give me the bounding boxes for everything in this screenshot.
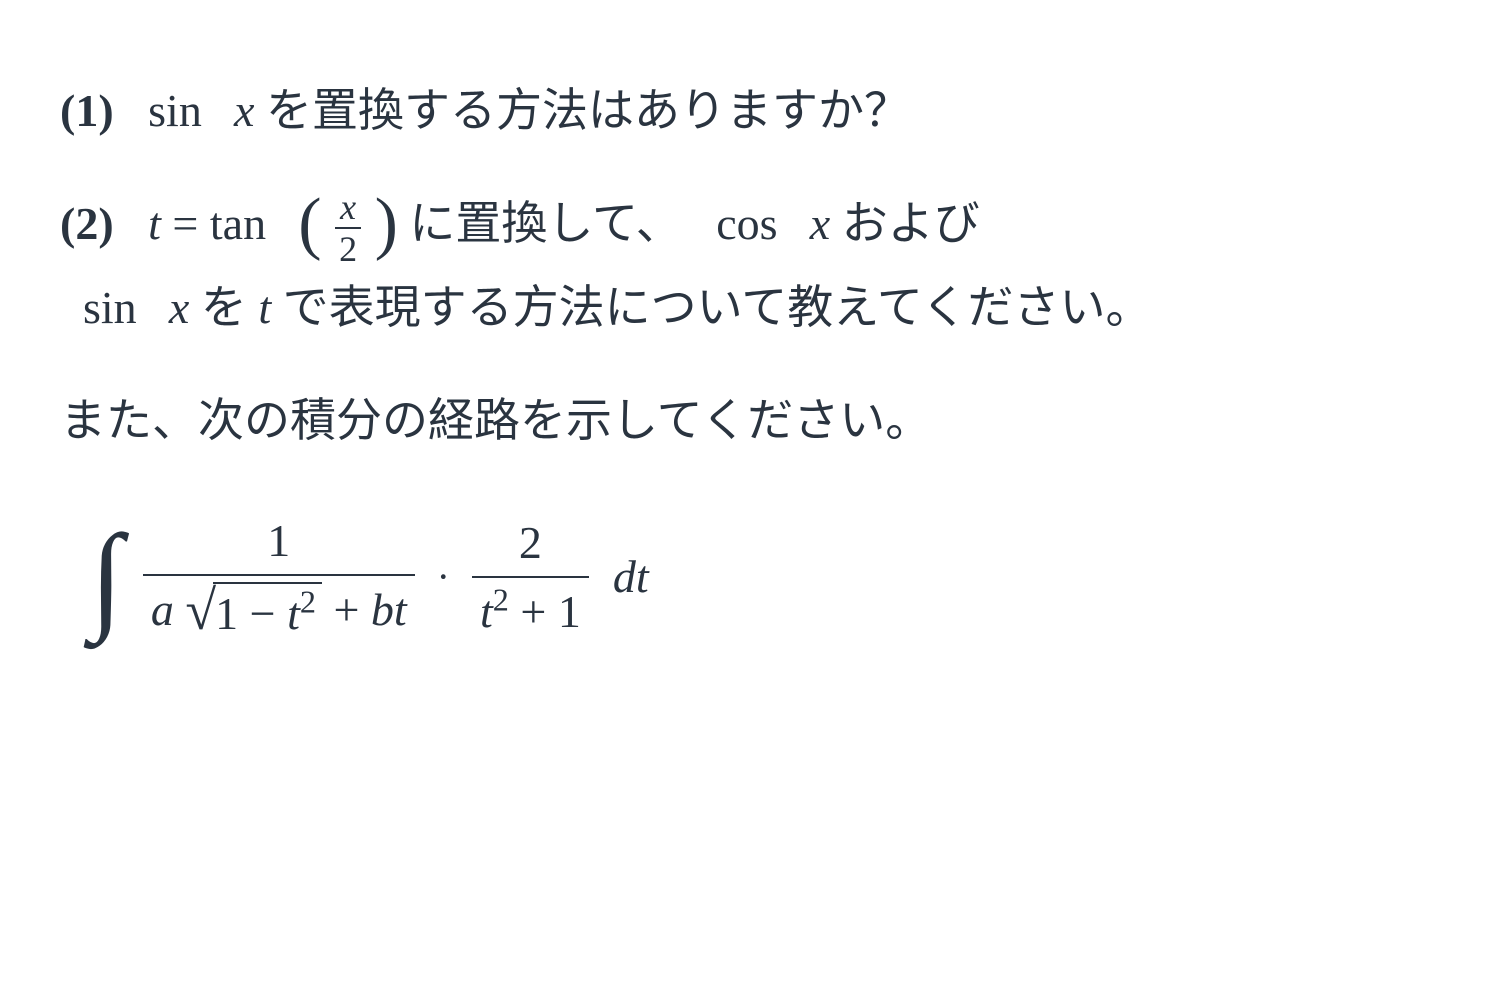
sqrt-body: 1 − t2	[213, 582, 322, 641]
item-label-2: (2)	[60, 198, 114, 249]
sqrt-1-minus: 1 −	[215, 588, 287, 639]
text-2d: で表現する方法について教えてください。	[283, 282, 1152, 333]
tan-operator: tan	[210, 198, 266, 249]
d-letter: d	[613, 551, 636, 602]
text-2c: を	[201, 282, 259, 333]
fraction-2: 2 t2 + 1	[472, 515, 589, 639]
cos-operator: cos	[716, 198, 777, 249]
text-2b: および	[842, 198, 980, 249]
sqrt-sign-icon: √	[185, 586, 216, 645]
frac2-den: t2 + 1	[472, 576, 589, 639]
paragraph-2: (2) t = tan ( x 2 ) に置換して、 cos x および sin…	[60, 183, 1440, 350]
display-integral: ∫ 1 a √ 1 − t2 + bt · 2 t2 + 1	[60, 513, 1440, 641]
lparen-icon: (	[298, 196, 321, 252]
var-x-sin: x	[169, 282, 189, 333]
text-3: また、次の積分の経路を示してください。	[60, 395, 931, 446]
var-t2: t	[258, 282, 271, 333]
var-t: t	[148, 198, 161, 249]
sqrt-t: t	[287, 588, 300, 639]
frac2-num: 2	[511, 515, 550, 576]
frac2-t: t	[480, 586, 493, 637]
square-root: √ 1 − t2	[185, 582, 322, 641]
paragraph-3: また、次の積分の経路を示してください。	[60, 380, 1440, 463]
plus-1: +	[333, 584, 370, 635]
sqrt-exp: 2	[300, 584, 316, 620]
frac1-num: 1	[259, 513, 298, 574]
cdot-icon: ·	[437, 541, 450, 613]
math-document: (1) sin x を置換する方法はありますか？ (2) t = tan ( x…	[60, 70, 1440, 641]
differential-dt: dt	[613, 536, 649, 619]
frac-denominator: 2	[335, 227, 361, 267]
frac-numerator: x	[336, 189, 360, 227]
frac2-plus1: + 1	[509, 586, 581, 637]
integral-sign-icon: ∫	[90, 529, 123, 625]
item-label-1: (1)	[60, 85, 114, 136]
fraction-x-over-2: x 2	[335, 189, 361, 267]
var-x: x	[234, 85, 254, 136]
text-2a: に置換して、	[409, 198, 681, 249]
equals: =	[172, 198, 209, 249]
frac1-den: a √ 1 − t2 + bt	[143, 574, 415, 641]
sin-operator: sin	[148, 85, 202, 136]
fraction-1: 1 a √ 1 − t2 + bt	[143, 513, 415, 641]
coef-a: a	[151, 584, 174, 635]
bt-term: bt	[371, 584, 407, 635]
var-x-cos: x	[810, 198, 830, 249]
frac2-exp: 2	[493, 582, 509, 618]
t-letter: t	[636, 551, 649, 602]
text-1: を置換する方法はありますか？	[266, 85, 910, 136]
paragraph-1: (1) sin x を置換する方法はありますか？	[60, 70, 1440, 153]
rparen-icon: )	[375, 196, 398, 252]
sin-operator-2: sin	[83, 282, 137, 333]
